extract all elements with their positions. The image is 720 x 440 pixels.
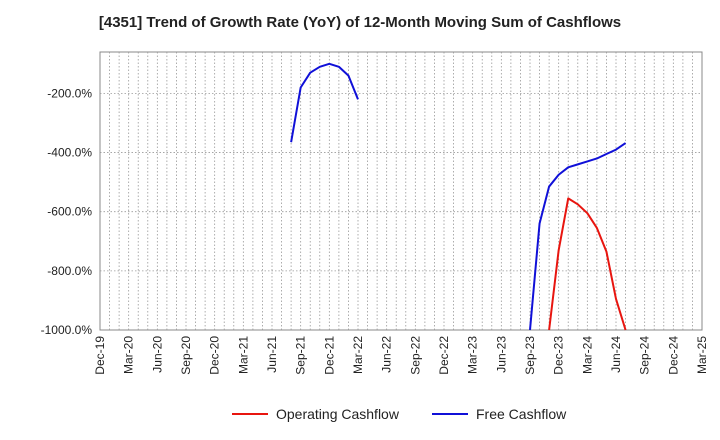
legend-label: Operating Cashflow [276,406,400,422]
x-tick-label: Jun-23 [494,336,508,373]
x-tick-label: Dec-19 [93,336,107,375]
x-tick-label: Dec-23 [552,336,566,375]
x-tick-label: Mar-25 [695,336,709,374]
x-tick-label: Mar-22 [351,336,365,374]
grid [100,52,702,330]
y-tick-label: -200.0% [47,86,92,100]
x-tick-label: Mar-20 [122,336,136,374]
x-tick-label: Jun-21 [265,336,279,373]
series-line-free-cashflow [290,62,627,331]
y-axis: -200.0% -400.0% -600.0% -800.0% -1000.0% [41,86,93,337]
x-tick-label: Dec-24 [666,336,680,375]
y-tick-label: -600.0% [47,205,92,219]
x-tick-label: Sep-24 [638,336,652,375]
legend: Operating Cashflow Free Cashflow [232,406,567,422]
series-line-operating-cashflow [548,197,627,331]
x-tick-label: Dec-20 [208,336,222,375]
plot-area [99,51,703,331]
x-tick-label: Jun-24 [609,336,623,373]
x-tick-label: Jun-22 [380,336,394,373]
x-tick-label: Sep-22 [408,336,422,375]
y-tick-label: -800.0% [47,264,92,278]
x-axis: Dec-19 Mar-20 Jun-20 Sep-20 Dec-20 Mar-21 Jun-… [93,336,709,375]
x-tick-label: Sep-20 [179,336,193,375]
y-tick-label: -1000.0% [41,323,93,337]
legend-label: Free Cashflow [476,406,567,422]
series-layer [290,62,627,331]
chart-title: [4351] Trend of Growth Rate (YoY) of 12-… [98,14,622,31]
x-tick-label: Mar-23 [466,336,480,374]
x-tick-label: Dec-21 [322,336,336,375]
x-tick-label: Jun-20 [150,336,164,373]
x-tick-label: Sep-23 [523,336,537,375]
y-tick-label: -400.0% [47,146,92,160]
x-tick-label: Dec-22 [437,336,451,375]
x-tick-label: Sep-21 [294,336,308,375]
x-tick-label: Mar-24 [580,336,594,374]
x-tick-label: Mar-21 [236,336,250,374]
